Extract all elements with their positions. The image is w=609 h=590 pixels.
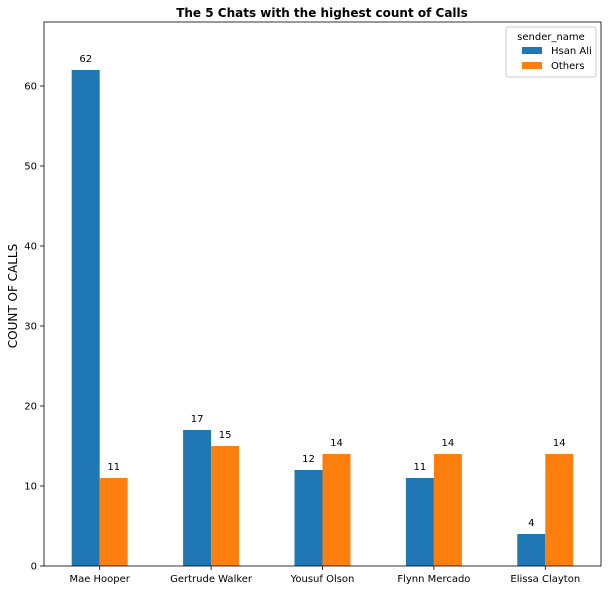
legend-title: sender_name (517, 32, 585, 43)
bar-labels-group: 62 11 17 15 12 14 11 14 4 14 (79, 54, 565, 529)
legend-swatch-others (522, 62, 542, 69)
bar-value-label: 4 (528, 518, 534, 529)
plot-frame (43, 21, 602, 567)
bar-mae-hooper-hsan-ali (71, 70, 100, 566)
bar-mae-hooper-others (99, 478, 128, 566)
bar-value-label: 11 (107, 462, 120, 473)
x-axis-ticks: Mae Hooper Gertrude Walker Yousuf Olson Fly… (69, 566, 580, 585)
bar-gertrude-walker-hsan-ali (183, 430, 212, 566)
bar-yousuf-olson-hsan-ali (294, 470, 323, 566)
y-tick-label: 30 (24, 322, 37, 333)
bar-value-label: 11 (414, 462, 427, 473)
bar-value-label: 17 (191, 414, 204, 425)
y-tick-label: 10 (24, 482, 37, 493)
bar-gertrude-walker-others (211, 446, 240, 566)
y-tick-label: 50 (24, 162, 37, 173)
bars-group (71, 70, 574, 566)
bar-value-label: 14 (330, 438, 343, 449)
bar-flynn-mercado-hsan-ali (405, 478, 434, 566)
bar-value-label: 15 (219, 430, 232, 441)
y-axis-ticks: 0 10 20 30 40 50 60 (24, 82, 44, 573)
y-tick-label: 40 (24, 242, 37, 253)
legend-entry-hsan-ali: Hsan Ali (551, 46, 592, 57)
x-tick-label: Gertrude Walker (170, 574, 253, 585)
bar-flynn-mercado-others (433, 454, 462, 566)
legend-entry-others: Others (551, 61, 585, 72)
x-tick-label: Mae Hooper (69, 574, 130, 585)
bar-value-label: 12 (302, 454, 315, 465)
y-tick-label: 20 (24, 402, 37, 413)
y-tick-label: 60 (24, 82, 37, 93)
bar-value-label: 14 (553, 438, 566, 449)
x-tick-label: Flynn Mercado (397, 574, 470, 585)
bar-yousuf-olson-others (322, 454, 351, 566)
y-tick-label: 0 (31, 562, 37, 573)
x-tick-label: Yousuf Olson (290, 574, 355, 585)
chart-title: The 5 Chats with the highest count of Ca… (176, 6, 468, 20)
bar-value-label: 14 (442, 438, 455, 449)
bar-elissa-clayton-hsan-ali (517, 534, 546, 566)
legend-swatch-hsan-ali (522, 47, 542, 54)
y-axis-label: COUNT OF CALLS (6, 244, 20, 348)
bar-value-label: 62 (79, 54, 92, 65)
x-tick-label: Elissa Clayton (510, 574, 580, 585)
legend: sender_name Hsan Ali Others (505, 26, 597, 78)
bar-elissa-clayton-others (545, 454, 574, 566)
